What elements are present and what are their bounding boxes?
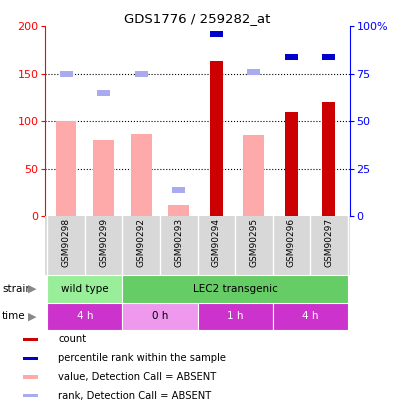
Bar [322, 102, 335, 216]
Text: value, Detection Call = ABSENT: value, Detection Call = ABSENT [58, 372, 216, 382]
Text: GSM90293: GSM90293 [174, 218, 183, 267]
Text: GSM90295: GSM90295 [249, 218, 258, 267]
Text: ▶: ▶ [28, 311, 37, 321]
Text: 4 h: 4 h [77, 311, 93, 321]
Bar [122, 275, 348, 303]
Bar [60, 71, 73, 77]
Text: GSM90298: GSM90298 [62, 218, 71, 267]
Text: GSM90292: GSM90292 [137, 218, 146, 267]
Bar [135, 71, 148, 77]
Text: LEC2 transgenic: LEC2 transgenic [193, 284, 277, 294]
Text: strain: strain [2, 284, 32, 294]
Title: GDS1776 / 259282_at: GDS1776 / 259282_at [124, 12, 271, 25]
Text: 4 h: 4 h [302, 311, 318, 321]
Bar [198, 303, 273, 330]
Text: ▶: ▶ [28, 284, 37, 294]
Text: 1 h: 1 h [227, 311, 243, 321]
Text: rank, Detection Call = ABSENT: rank, Detection Call = ABSENT [58, 391, 211, 401]
Bar [210, 62, 223, 216]
Bar [131, 134, 152, 216]
Bar [273, 303, 348, 330]
Text: count: count [58, 335, 87, 344]
Bar [23, 375, 38, 379]
Text: 0 h: 0 h [152, 311, 168, 321]
Text: time: time [2, 311, 26, 321]
Text: GSM90297: GSM90297 [324, 218, 333, 267]
Bar [122, 303, 198, 330]
Bar [172, 187, 185, 192]
Bar [23, 394, 38, 397]
Bar [168, 205, 189, 216]
Bar [47, 303, 122, 330]
Bar [23, 356, 38, 360]
Bar [210, 31, 223, 37]
Bar [285, 54, 298, 60]
Bar [47, 275, 122, 303]
Bar [97, 90, 110, 96]
Bar [56, 122, 76, 216]
Text: wild type: wild type [61, 284, 109, 294]
Text: GSM90299: GSM90299 [99, 218, 108, 267]
Bar [322, 54, 335, 60]
Bar [247, 69, 260, 75]
Text: GSM90296: GSM90296 [287, 218, 296, 267]
Text: percentile rank within the sample: percentile rank within the sample [58, 353, 226, 363]
Bar [285, 112, 298, 216]
Bar [243, 134, 264, 216]
Bar [93, 140, 114, 216]
Bar [23, 338, 38, 341]
Text: GSM90294: GSM90294 [212, 218, 221, 267]
